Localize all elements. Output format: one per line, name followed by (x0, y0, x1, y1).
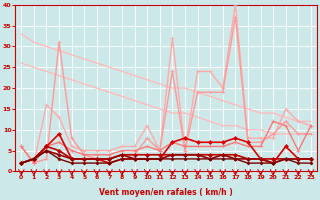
X-axis label: Vent moyen/en rafales ( km/h ): Vent moyen/en rafales ( km/h ) (99, 188, 233, 197)
